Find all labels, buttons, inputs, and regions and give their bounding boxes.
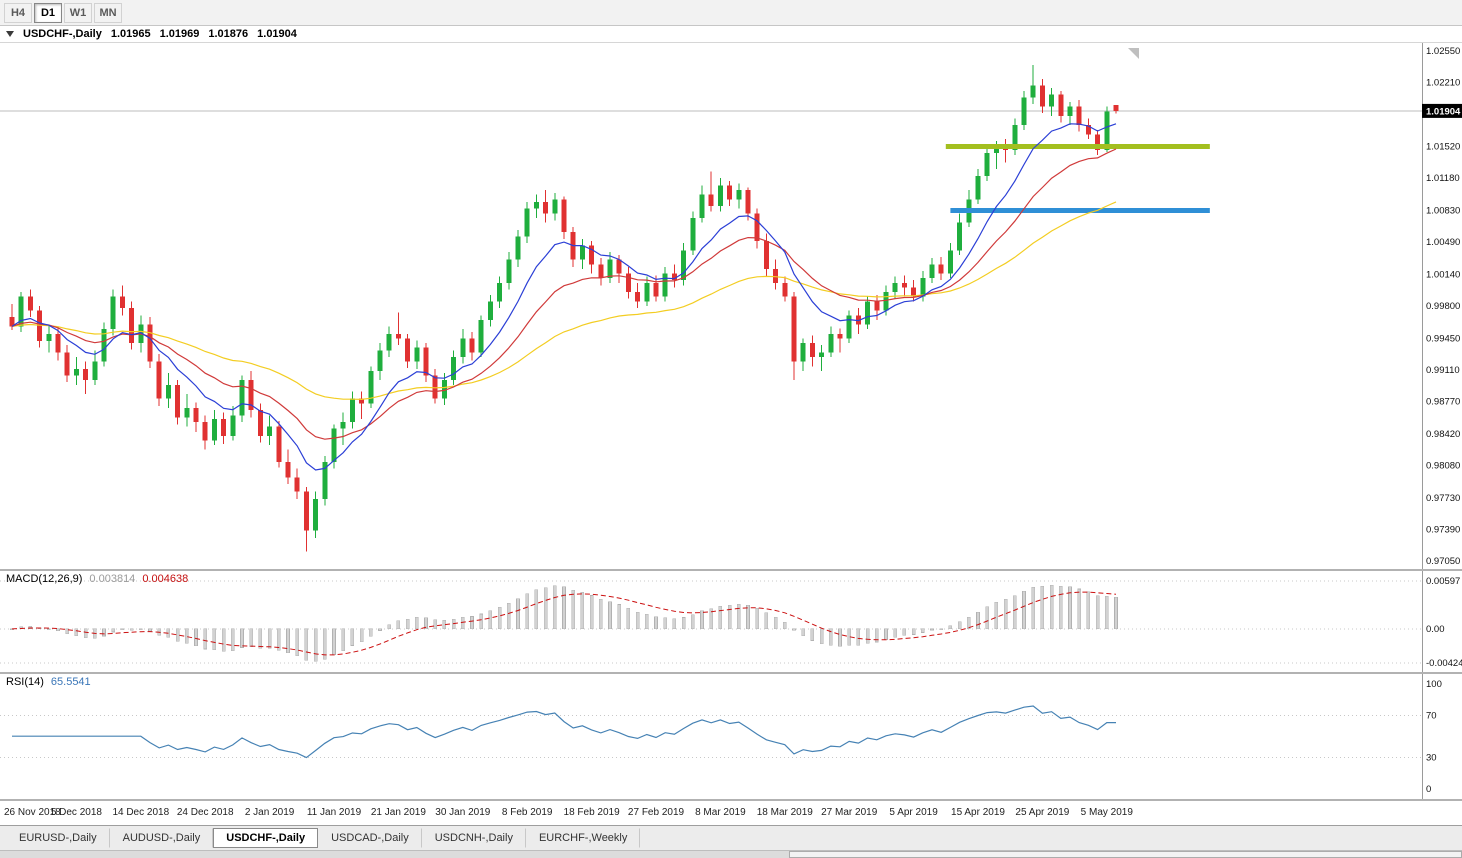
tab-usdchf-daily[interactable]: USDCHF-,Daily [213, 828, 319, 848]
svg-text:0.98420: 0.98420 [1426, 429, 1460, 440]
main-chart-panel: USDCHF-,Daily 1.01965 1.01969 1.01876 1.… [0, 26, 1462, 571]
tab-eurusd-daily[interactable]: EURUSD-,Daily [6, 828, 110, 848]
svg-text:0.98770: 0.98770 [1426, 397, 1460, 408]
rsi-canvas[interactable]: 100 70 30 0 [0, 674, 1462, 799]
date-label: 15 Apr 2019 [951, 807, 1005, 818]
svg-text:1.00830: 1.00830 [1426, 205, 1460, 216]
svg-text:0.99800: 0.99800 [1426, 301, 1460, 312]
svg-text:0.00597: 0.00597 [1426, 576, 1460, 587]
date-label: 8 Feb 2019 [501, 807, 553, 818]
date-label: 5 Apr 2019 [889, 807, 938, 818]
svg-text:1.01520: 1.01520 [1426, 142, 1460, 153]
svg-text:30: 30 [1426, 753, 1437, 764]
svg-text:0: 0 [1426, 784, 1431, 795]
date-label: 5 Dec 2018 [50, 807, 102, 818]
svg-text:-0.00424: -0.00424 [1426, 658, 1462, 669]
date-label: 26 Nov 2018 [4, 807, 61, 818]
svg-text:0.99110: 0.99110 [1426, 365, 1460, 376]
scroll-to-end-icon[interactable] [1128, 48, 1139, 59]
chart-menu-icon[interactable] [6, 31, 14, 37]
svg-text:1.01904: 1.01904 [1426, 106, 1461, 117]
date-label: 30 Jan 2019 [435, 807, 491, 818]
date-label: 25 Apr 2019 [1015, 807, 1070, 818]
ohlc-high: 1.01969 [159, 28, 200, 40]
date-label: 14 Dec 2018 [112, 807, 170, 818]
ohlc-low: 1.01876 [208, 28, 249, 40]
svg-text:70: 70 [1426, 711, 1437, 722]
scrollbar-thumb[interactable] [789, 851, 1462, 858]
chart-caption: USDCHF-,Daily 1.01965 1.01969 1.01876 1.… [0, 26, 1462, 43]
date-label: 2 Jan 2019 [244, 807, 295, 818]
date-label: 24 Dec 2018 [176, 807, 234, 818]
date-label: 5 May 2019 [1080, 807, 1133, 818]
svg-text:0.98080: 0.98080 [1426, 460, 1460, 471]
macd-main-value: 0.003814 [89, 573, 136, 585]
svg-text:1.02550: 1.02550 [1426, 46, 1460, 57]
ohlc-open: 1.01965 [110, 28, 151, 40]
svg-text:0.00: 0.00 [1426, 624, 1445, 635]
macd-signal-value: 0.004638 [142, 573, 189, 585]
date-axis[interactable]: 26 Nov 2018 5 Dec 2018 14 Dec 2018 24 Dec 2… [0, 801, 1462, 826]
date-label: 11 Jan 2019 [306, 807, 362, 818]
chart-title: USDCHF-,Daily [23, 28, 102, 40]
macd-name: MACD(12,26,9) [6, 573, 83, 585]
svg-text:1.01180: 1.01180 [1426, 173, 1460, 184]
rsi-panel: RSI(14) 65.5541 100 70 30 0 [0, 674, 1462, 801]
tab-eurchf-weekly[interactable]: EURCHF-,Weekly [526, 828, 641, 848]
timeframe-toolbar: H4 D1 W1 MN [0, 0, 1462, 26]
svg-text:1.02210: 1.02210 [1426, 78, 1460, 89]
timeframe-button-d1[interactable]: D1 [34, 2, 62, 23]
date-label: 18 Mar 2019 [756, 807, 813, 818]
svg-text:1.00490: 1.00490 [1426, 237, 1460, 248]
timeframe-button-mn[interactable]: MN [94, 2, 122, 23]
tab-usdcnh-daily[interactable]: USDCNH-,Daily [422, 828, 526, 848]
svg-text:1.00140: 1.00140 [1426, 269, 1460, 280]
macd-panel: MACD(12,26,9) 0.003814 0.004638 0.00597 0.0… [0, 571, 1462, 674]
timeframe-button-w1[interactable]: W1 [64, 2, 92, 23]
macd-label: MACD(12,26,9) 0.003814 0.004638 [6, 573, 195, 585]
svg-text:0.97390: 0.97390 [1426, 524, 1460, 535]
timeframe-button-h4[interactable]: H4 [4, 2, 32, 23]
horizontal-scrollbar[interactable] [0, 850, 1462, 858]
svg-text:100: 100 [1426, 679, 1442, 690]
date-label: 27 Mar 2019 [821, 807, 878, 818]
svg-text:0.97730: 0.97730 [1426, 493, 1460, 504]
svg-text:0.97050: 0.97050 [1426, 556, 1460, 567]
tab-usdcad-daily[interactable]: USDCAD-,Daily [318, 828, 422, 848]
macd-canvas[interactable]: 0.00597 0.00 -0.00424 [0, 571, 1462, 672]
main-chart-canvas[interactable]: 1.025501.022101.018701.015201.011801.008… [0, 43, 1462, 569]
ohlc-close: 1.01904 [257, 28, 297, 40]
symbol-tab-bar: EURUSD-,Daily AUDUSD-,Daily USDCHF-,Dail… [0, 826, 1462, 850]
date-label: 18 Feb 2019 [563, 807, 620, 818]
date-label: 21 Jan 2019 [370, 807, 426, 818]
rsi-label: RSI(14) 65.5541 [6, 676, 98, 688]
tab-audusd-daily[interactable]: AUDUSD-,Daily [110, 828, 214, 848]
svg-text:0.99450: 0.99450 [1426, 333, 1460, 344]
rsi-value: 65.5541 [50, 676, 91, 688]
date-label: 27 Feb 2019 [627, 807, 685, 818]
rsi-name: RSI(14) [6, 676, 44, 688]
date-label: 8 Mar 2019 [695, 807, 746, 818]
